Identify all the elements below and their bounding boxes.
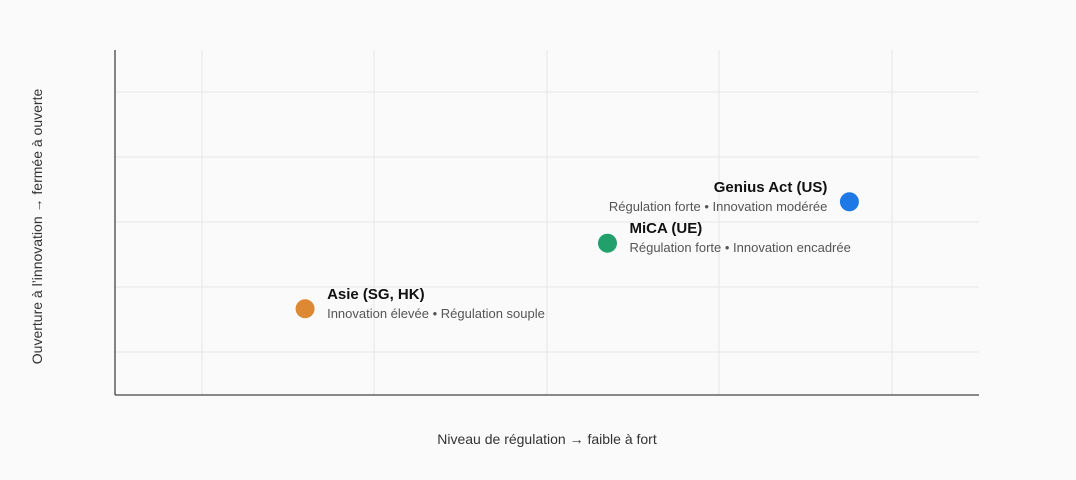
data-points: Asie (SG, HK) Innovation élevée • Régulat… (295, 179, 859, 321)
x-axis-title: Niveau de régulation → faible à fort (437, 431, 657, 447)
data-point-label: Asie (SG, HK) (327, 286, 425, 303)
data-point-group: MiCA (UE) Régulation forte • Innovation e… (597, 220, 851, 255)
data-point-description: Régulation forte • Innovation encadrée (629, 240, 850, 255)
data-point-label: Genius Act (US) (714, 179, 828, 196)
data-point-description: Innovation élevée • Régulation souple (327, 306, 545, 321)
data-point-description: Régulation forte • Innovation modérée (609, 199, 827, 214)
data-point-marker (839, 192, 859, 212)
data-point-label: MiCA (UE) (629, 220, 702, 237)
data-point-marker (295, 299, 315, 319)
grid (115, 50, 979, 395)
axes (114, 50, 979, 396)
data-point-marker (597, 233, 617, 253)
y-axis-title: Ouverture à l’innovation → fermée à ouve… (29, 89, 45, 365)
data-point-group: Genius Act (US) Régulation forte • Innova… (609, 179, 859, 214)
data-point-group: Asie (SG, HK) Innovation élevée • Régulat… (295, 286, 545, 321)
